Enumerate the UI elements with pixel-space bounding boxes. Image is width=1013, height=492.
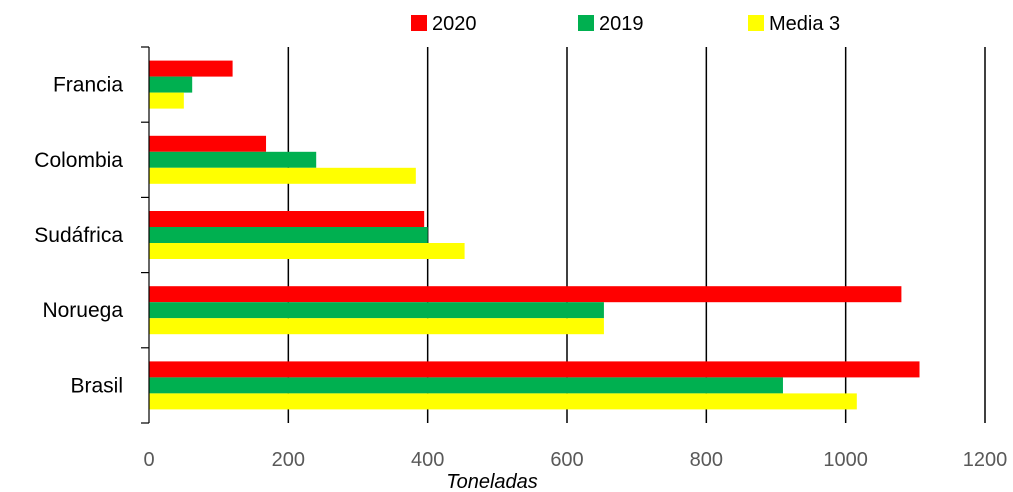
x-tick-label-200: 200 (272, 449, 305, 471)
x-axis-title: Toneladas (446, 471, 538, 492)
bar-francia-media-3 (149, 92, 184, 109)
axes (141, 46, 150, 424)
bar-sudáfrica-2019 (149, 227, 428, 243)
bar-noruega-media-3 (149, 318, 604, 335)
legend-swatch-2019 (578, 15, 594, 31)
y-category-label: Francia (53, 74, 123, 97)
y-category-label: Colombia (34, 149, 123, 172)
bar-brasil-2019 (149, 377, 783, 394)
bar-francia-2020 (149, 60, 233, 77)
bars (149, 60, 920, 410)
bar-sudáfrica-media-3 (149, 243, 465, 259)
bar-sudáfrica-2020 (149, 211, 425, 227)
labels: 0 200 400 600 800 1000 1200 Francia Colombia Sudá… (34, 74, 1007, 471)
legend-label: 2020 (432, 13, 477, 35)
x-tick-label-1200: 1200 (963, 449, 1008, 471)
bar-colombia-media-3 (149, 167, 416, 184)
legend: 2020 2019 Media 3 (411, 13, 840, 35)
y-category-label: Noruega (42, 299, 123, 322)
x-tick-label-600: 600 (550, 449, 583, 471)
x-tick-label-0: 0 (143, 449, 154, 471)
bar-colombia-2020 (149, 135, 267, 152)
bar-brasil-2020 (149, 361, 920, 378)
bar-francia-2019 (149, 76, 193, 93)
x-tick-label-800: 800 (690, 449, 723, 471)
y-category-label: Sudáfrica (34, 224, 123, 247)
legend-label: Media 3 (769, 13, 840, 35)
bar-noruega-2020 (149, 286, 902, 303)
y-category-label: Brasil (70, 374, 123, 397)
bar-colombia-2019 (149, 151, 317, 168)
bar-noruega-2019 (149, 302, 604, 319)
x-tick-label-1000: 1000 (823, 449, 868, 471)
legend-label: 2019 (599, 13, 644, 35)
x-tick-label-400: 400 (411, 449, 444, 471)
legend-swatch-2020 (411, 15, 427, 31)
legend-swatch-media-3 (748, 15, 764, 31)
bar-brasil-media-3 (149, 393, 857, 410)
gridlines (287, 47, 986, 423)
